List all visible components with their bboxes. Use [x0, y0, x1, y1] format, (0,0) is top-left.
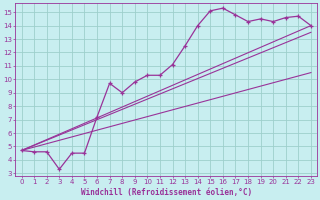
- X-axis label: Windchill (Refroidissement éolien,°C): Windchill (Refroidissement éolien,°C): [81, 188, 252, 197]
